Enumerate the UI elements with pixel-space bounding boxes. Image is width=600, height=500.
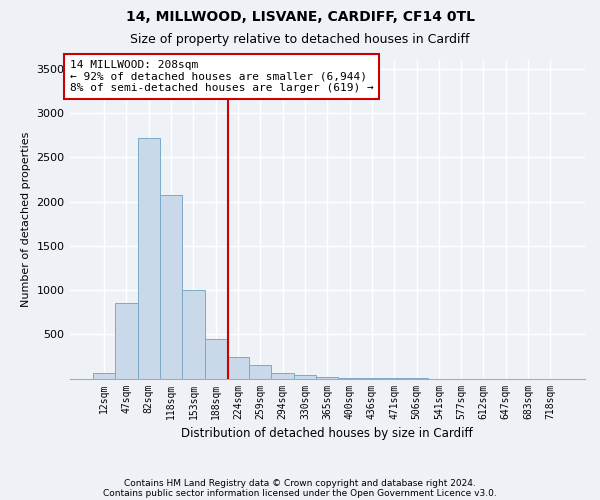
- Bar: [93, 373, 115, 378]
- Bar: [294, 375, 316, 378]
- Text: Size of property relative to detached houses in Cardiff: Size of property relative to detached ho…: [130, 32, 470, 46]
- Bar: [271, 373, 294, 378]
- Bar: [137, 138, 160, 378]
- Text: Contains HM Land Registry data © Crown copyright and database right 2024.: Contains HM Land Registry data © Crown c…: [124, 478, 476, 488]
- Text: 14, MILLWOOD, LISVANE, CARDIFF, CF14 0TL: 14, MILLWOOD, LISVANE, CARDIFF, CF14 0TL: [125, 10, 475, 24]
- Text: Contains public sector information licensed under the Open Government Licence v3: Contains public sector information licen…: [103, 488, 497, 498]
- Bar: [227, 358, 249, 378]
- Bar: [160, 196, 182, 378]
- Bar: [182, 290, 205, 378]
- Bar: [115, 304, 137, 378]
- Bar: [205, 338, 227, 378]
- X-axis label: Distribution of detached houses by size in Cardiff: Distribution of detached houses by size …: [181, 427, 473, 440]
- Bar: [249, 365, 271, 378]
- Y-axis label: Number of detached properties: Number of detached properties: [21, 132, 31, 307]
- Text: 14 MILLWOOD: 208sqm
← 92% of detached houses are smaller (6,944)
8% of semi-deta: 14 MILLWOOD: 208sqm ← 92% of detached ho…: [70, 60, 373, 93]
